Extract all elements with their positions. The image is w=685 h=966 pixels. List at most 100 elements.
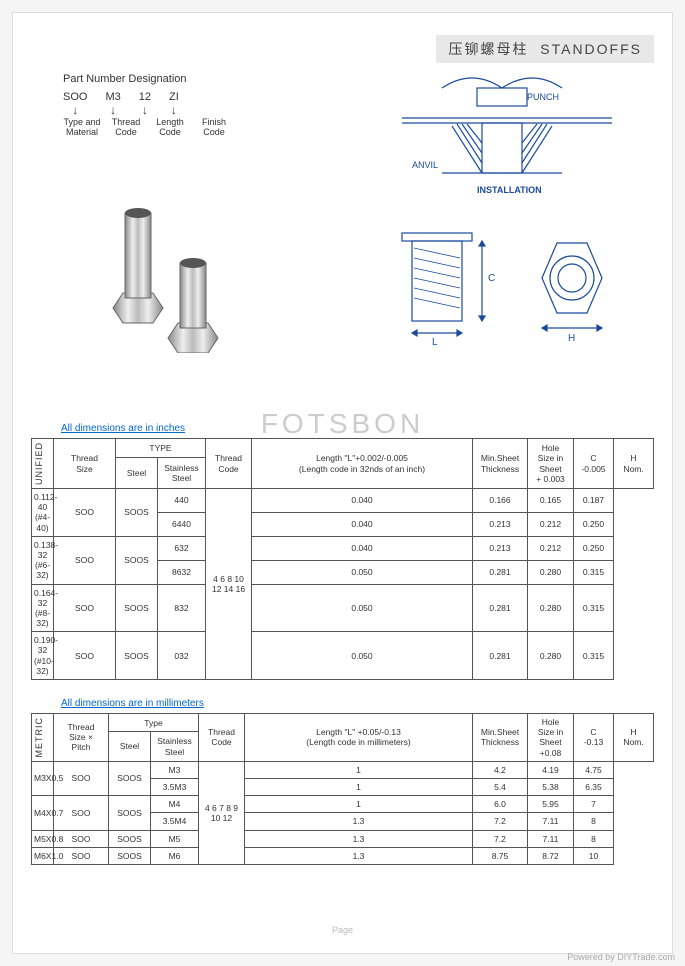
- cell-hole: 0.166: [473, 489, 528, 513]
- table-row: M5X0.8SOOSOOSM51.37.27.118: [32, 830, 654, 847]
- cell-c: 0.280: [528, 560, 574, 584]
- datasheet-page: 压铆螺母柱 STANDOFFS Part Number Designation …: [12, 12, 673, 954]
- cell-code: 3.5M3: [151, 778, 199, 795]
- cell-steel: SOO: [54, 536, 116, 584]
- cell-min: 1: [245, 761, 473, 778]
- cell-h: 10: [574, 847, 614, 864]
- cell-ss: SOOS: [109, 830, 151, 847]
- uh-type: TYPE: [116, 439, 206, 458]
- cell-hole: 8.75: [473, 847, 528, 864]
- cell-min: 0.040: [252, 512, 473, 536]
- table-row: M6X1.0SOOSOOSM61.38.758.7210: [32, 847, 654, 864]
- uh-c: C-0.005: [574, 439, 614, 489]
- mh-thread-size: ThreadSize ×Pitch: [54, 714, 109, 762]
- label-type: Type and Material: [63, 117, 101, 137]
- cell-ss: SOOS: [109, 847, 151, 864]
- cell-code: 032: [158, 632, 206, 680]
- cell-code: 8632: [158, 560, 206, 584]
- powered-by: Powered by DIYTrade.com: [567, 952, 675, 962]
- cell-steel: SOO: [54, 489, 116, 537]
- mh-steel: Steel: [109, 732, 151, 761]
- cell-code: 440: [158, 489, 206, 513]
- cell-c: 8.72: [528, 847, 574, 864]
- cell-min: 0.040: [252, 489, 473, 513]
- table-row: M4X0.7SOOSOOSM416.05.957: [32, 796, 654, 813]
- cell-hole: 0.213: [473, 536, 528, 560]
- table-row: 0.138-32(#6-32)SOOSOOS6320.0400.2130.212…: [32, 536, 654, 560]
- dimension-diagram: L C H: [382, 223, 632, 353]
- mh-h: HNom.: [614, 714, 654, 762]
- cell-thread-size: M3X0.5: [32, 761, 54, 795]
- designation-codes: SOO M3 12 ZI: [63, 91, 233, 117]
- cell-min: 1.3: [245, 830, 473, 847]
- cell-ss: SOOS: [116, 632, 158, 680]
- code-thread: M3: [105, 91, 120, 117]
- cell-hole: 7.2: [473, 830, 528, 847]
- cell-h: 8: [574, 830, 614, 847]
- mh-thread-code: ThreadCode: [199, 714, 245, 762]
- mh-c: C-0.13: [574, 714, 614, 762]
- uh-hole: HoleSize inSheet+ 0.003: [528, 439, 574, 489]
- cell-h: 8: [574, 813, 614, 830]
- cell-ss: SOOS: [116, 584, 158, 632]
- cell-hole: 0.213: [473, 512, 528, 536]
- cell-ss: SOOS: [109, 796, 151, 830]
- cell-length-codes: 4 6 8 10 12 14 16: [206, 489, 252, 680]
- header-en: STANDOFFS: [540, 41, 642, 57]
- dim-l: L: [432, 337, 438, 348]
- metric-side: METRIC: [34, 717, 45, 758]
- mh-type: Type: [109, 714, 199, 732]
- product-photo: [83, 183, 233, 353]
- cell-hole: 0.281: [473, 584, 528, 632]
- cell-h: 0.315: [574, 560, 614, 584]
- cell-h: 0.315: [574, 632, 614, 680]
- unified-caption: All dimensions are in inches: [61, 423, 654, 434]
- mh-hole: HoleSize inSheet+0.08: [528, 714, 574, 762]
- cell-c: 0.165: [528, 489, 574, 513]
- cell-h: 0.250: [574, 512, 614, 536]
- cell-c: 5.38: [528, 778, 574, 795]
- header-band: 压铆螺母柱 STANDOFFS: [436, 35, 654, 63]
- label-length: Length Code: [151, 117, 189, 137]
- cell-c: 7.11: [528, 813, 574, 830]
- uh-thread-code: ThreadCode: [206, 439, 252, 489]
- cell-h: 0.250: [574, 536, 614, 560]
- metric-table: METRIC ThreadSize ×Pitch Type ThreadCode…: [31, 713, 654, 865]
- cell-c: 0.212: [528, 536, 574, 560]
- code-type: SOO: [63, 91, 87, 117]
- installation-diagram: PUNCH ANVIL INSTALLATION: [382, 68, 632, 208]
- unified-table: UNIFIED ThreadSize TYPE ThreadCode Lengt…: [31, 438, 654, 680]
- cell-thread-size: 0.190-32(#10-32): [32, 632, 54, 680]
- cell-steel: SOO: [54, 584, 116, 632]
- header-cn: 压铆螺母柱: [448, 41, 528, 57]
- code-length: 12: [139, 91, 151, 117]
- installation-label: INSTALLATION: [477, 185, 542, 195]
- cell-thread-size: 0.164-32(#8-32): [32, 584, 54, 632]
- uh-min-sheet: Min.SheetThickness: [473, 439, 528, 489]
- part-number-designation: Part Number Designation SOO M3 12 ZI Typ…: [63, 73, 233, 137]
- dim-c: C: [488, 273, 495, 284]
- uh-length: Length "L"+0.002/-0.005(Length code in 3…: [252, 439, 473, 489]
- cell-c: 5.95: [528, 796, 574, 813]
- page-footer: Page: [332, 925, 353, 935]
- cell-min: 0.040: [252, 536, 473, 560]
- designation-title: Part Number Designation: [63, 73, 233, 85]
- table-row: 0.112-40(#4-40)SOOSOOS4404 6 8 10 12 14 …: [32, 489, 654, 513]
- metric-caption: All dimensions are in millimeters: [61, 698, 654, 709]
- cell-min: 1.3: [245, 813, 473, 830]
- cell-code: 3.5M4: [151, 813, 199, 830]
- cell-min: 0.050: [252, 560, 473, 584]
- cell-code: 632: [158, 536, 206, 560]
- punch-label: PUNCH: [527, 92, 559, 102]
- unified-side: UNIFIED: [34, 442, 45, 485]
- cell-hole: 7.2: [473, 813, 528, 830]
- label-thread: Thread Code: [107, 117, 145, 137]
- cell-c: 0.212: [528, 512, 574, 536]
- anvil-label: ANVIL: [412, 160, 438, 170]
- cell-ss: SOOS: [109, 761, 151, 795]
- cell-min: 1.3: [245, 847, 473, 864]
- cell-hole: 0.281: [473, 632, 528, 680]
- cell-ss: SOOS: [116, 489, 158, 537]
- uh-steel: Steel: [116, 458, 158, 489]
- cell-thread-size: M5X0.8: [32, 830, 54, 847]
